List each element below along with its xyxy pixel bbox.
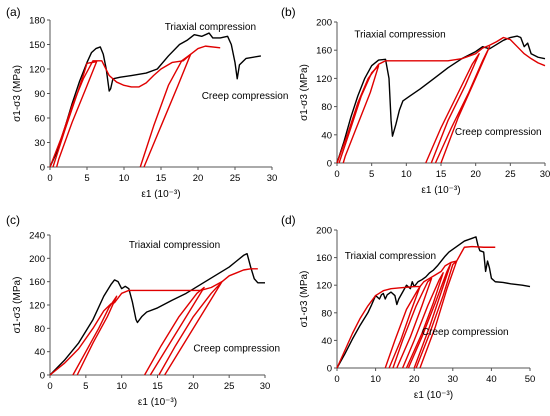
x-tick-label: 0 xyxy=(334,169,339,180)
x-tick-label: 30 xyxy=(260,381,271,392)
chart-panel: (c) 0 40 80 120 160 200 240 0 5 10 15 20 25 30 ε1 (10⁻³… xyxy=(6,213,280,408)
x-tick-label: 15 xyxy=(156,173,167,184)
curve-annotation: Triaxial compression xyxy=(165,22,256,33)
y-tick-label: 90 xyxy=(34,89,45,100)
panel-label: (c) xyxy=(6,213,20,227)
x-tick-label: 5 xyxy=(83,381,88,392)
x-axis-label: ε1 (10⁻³) xyxy=(421,185,460,196)
y-tick-label: 80 xyxy=(321,102,332,113)
curve-annotation: Triaxial compression xyxy=(354,30,445,41)
y-tick-label: 120 xyxy=(316,281,332,292)
x-tick-label: 25 xyxy=(230,173,241,184)
panel-label: (a) xyxy=(6,5,21,19)
x-tick-label: 30 xyxy=(267,173,278,184)
y-tick-label: 160 xyxy=(316,46,332,57)
y-tick-label: 160 xyxy=(316,253,332,264)
x-tick-label: 25 xyxy=(224,381,235,392)
y-tick-label: 30 xyxy=(34,138,45,149)
x-tick-label: 5 xyxy=(84,173,89,184)
x-tick-label: 50 xyxy=(525,374,536,385)
x-tick-label: 5 xyxy=(369,169,374,180)
triaxial-curve xyxy=(49,32,262,168)
y-tick-label: 180 xyxy=(29,16,45,27)
x-tick-label: 15 xyxy=(436,169,447,180)
triaxial-curve xyxy=(336,35,546,164)
curve-annotation: Creep compression xyxy=(202,91,289,102)
triaxial-curve xyxy=(336,236,531,369)
creep-curve xyxy=(434,45,491,164)
y-tick-label: 40 xyxy=(321,130,332,141)
y-tick-label: 0 xyxy=(40,371,45,382)
x-tick-label: 20 xyxy=(188,381,199,392)
y-tick-label: 80 xyxy=(321,308,332,319)
x-tick-label: 10 xyxy=(116,381,127,392)
chart-panel: (d) 0 40 80 120 160 200 0 10 20 30 40 50 ε1 (10⁻³) σ1-… xyxy=(281,213,536,401)
y-tick-label: 120 xyxy=(316,74,332,85)
x-tick-label: 15 xyxy=(152,381,163,392)
y-tick-label: 0 xyxy=(40,163,45,174)
x-tick-label: 20 xyxy=(193,173,204,184)
y-tick-label: 40 xyxy=(34,347,45,358)
curve-annotation: Creep compression xyxy=(193,344,280,355)
creep-curve xyxy=(52,60,98,168)
y-axis-label: σ1-σ3 (MPa) xyxy=(12,65,23,122)
creep-curve xyxy=(49,268,258,376)
creep-curve xyxy=(336,245,496,369)
x-tick-label: 10 xyxy=(370,374,381,385)
creep-curve xyxy=(72,295,118,376)
y-tick-label: 200 xyxy=(316,226,332,237)
curve-annotation: Triaxial compression xyxy=(345,251,436,262)
x-axis-label: ε1 (10⁻³) xyxy=(414,390,453,401)
chart-panel: (a) 0 30 60 90 120 150 180 0 5 10 15 20 25 30 ε1 (10⁻³)… xyxy=(6,5,288,200)
x-tick-label: 10 xyxy=(401,169,412,180)
creep-curve xyxy=(336,36,546,164)
y-tick-label: 120 xyxy=(29,301,45,312)
y-tick-label: 160 xyxy=(29,277,45,288)
x-axis-label: ε1 (10⁻³) xyxy=(138,397,177,408)
x-tick-label: 10 xyxy=(119,173,130,184)
y-tick-label: 150 xyxy=(29,40,45,51)
y-axis-label: σ1-σ3 (MPa) xyxy=(299,64,310,121)
y-axis-label: σ1-σ3 (MPa) xyxy=(299,271,310,328)
y-tick-label: 120 xyxy=(29,65,45,76)
x-tick-label: 30 xyxy=(448,374,459,385)
y-tick-label: 200 xyxy=(316,18,332,29)
creep-curve xyxy=(139,53,192,168)
y-tick-label: 80 xyxy=(34,324,45,335)
creep-curve xyxy=(415,260,458,369)
y-axis-label: σ1-σ3 (MPa) xyxy=(12,277,23,334)
y-tick-label: 0 xyxy=(327,364,332,375)
y-tick-label: 60 xyxy=(34,114,45,125)
creep-curve xyxy=(401,272,444,369)
curve-annotation: Triaxial compression xyxy=(129,240,220,251)
creep-curve xyxy=(425,53,480,164)
panel-label: (d) xyxy=(281,213,296,227)
x-axis-label: ε1 (10⁻³) xyxy=(141,189,180,200)
x-tick-label: 20 xyxy=(470,169,481,180)
x-tick-label: 40 xyxy=(486,374,497,385)
y-tick-label: 0 xyxy=(327,159,332,170)
curve-annotation: Creep compression xyxy=(455,127,542,138)
x-tick-label: 30 xyxy=(540,169,550,180)
panel-label: (b) xyxy=(281,5,296,19)
x-tick-label: 0 xyxy=(47,381,52,392)
creep-curve xyxy=(338,65,380,164)
creep-curve xyxy=(392,277,433,369)
y-tick-label: 200 xyxy=(29,254,45,265)
y-tick-label: 40 xyxy=(321,336,332,347)
triaxial-curve xyxy=(49,252,265,376)
creep-curve xyxy=(143,286,205,376)
creep-curve xyxy=(384,285,421,369)
chart-panel: (b) 0 40 80 120 160 200 0 5 10 15 20 25 30 ε1 (10⁻³) σ1… xyxy=(281,5,550,196)
x-tick-label: 25 xyxy=(505,169,516,180)
y-tick-label: 240 xyxy=(29,231,45,242)
creep-curve xyxy=(49,45,221,168)
x-tick-label: 0 xyxy=(47,173,52,184)
curve-annotation: Creep compression xyxy=(422,327,509,338)
creep-curve xyxy=(158,280,223,376)
creep-curve xyxy=(407,262,452,369)
x-tick-label: 20 xyxy=(409,374,420,385)
x-tick-label: 0 xyxy=(334,374,339,385)
